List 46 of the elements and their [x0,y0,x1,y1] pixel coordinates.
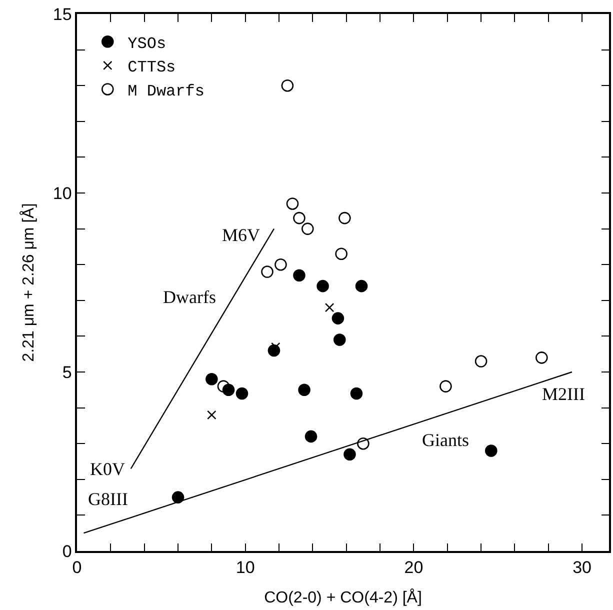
annotation: M6V [222,225,260,245]
point [355,280,368,292]
point [281,79,294,92]
point [304,430,318,443]
point [344,448,356,460]
point [440,380,452,392]
point [485,444,498,457]
x-tick-label: 30 [572,558,592,578]
point [316,280,329,292]
x-tick-label: 20 [404,558,424,578]
annotation: G8III [88,489,128,509]
point [333,334,346,346]
point [236,387,248,400]
legend-label: YSOs [128,34,166,53]
series-label: Giants [422,430,469,450]
series-label: Dwarfs [163,287,216,307]
point [286,198,299,210]
point [338,212,351,224]
point [217,380,230,392]
y-tick-label: 0 [62,542,72,561]
x-axis-title: CO(2-0) + CO(4-2) [Å] [264,588,422,606]
point [332,312,344,324]
point [172,491,184,504]
legend-label: CTTSs [128,58,176,77]
y-axis-title: 2.21 μm + 2.26 μm [Å] [19,203,38,362]
x-tick-label: 10 [236,558,255,578]
point [350,387,363,400]
point [302,222,314,235]
point [298,384,310,396]
point [335,248,348,260]
point [261,266,274,278]
point [536,352,548,364]
legend-label: M Dwarfs [128,82,204,100]
point [474,355,488,368]
point [274,258,287,271]
annotation: K0V [90,459,125,479]
y-tick-label: 10 [52,184,72,203]
point [206,373,218,386]
y-tick-label: 5 [62,362,72,382]
point [293,212,306,224]
annotation: M2III [542,384,585,404]
point [207,410,216,420]
point [293,269,306,282]
point [324,302,334,312]
y-tick-label: 15 [52,4,72,24]
point [357,437,370,450]
